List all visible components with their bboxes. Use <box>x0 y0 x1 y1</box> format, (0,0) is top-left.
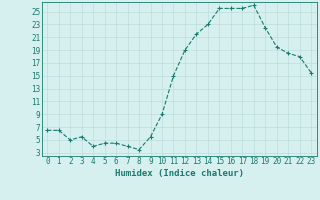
X-axis label: Humidex (Indice chaleur): Humidex (Indice chaleur) <box>115 169 244 178</box>
